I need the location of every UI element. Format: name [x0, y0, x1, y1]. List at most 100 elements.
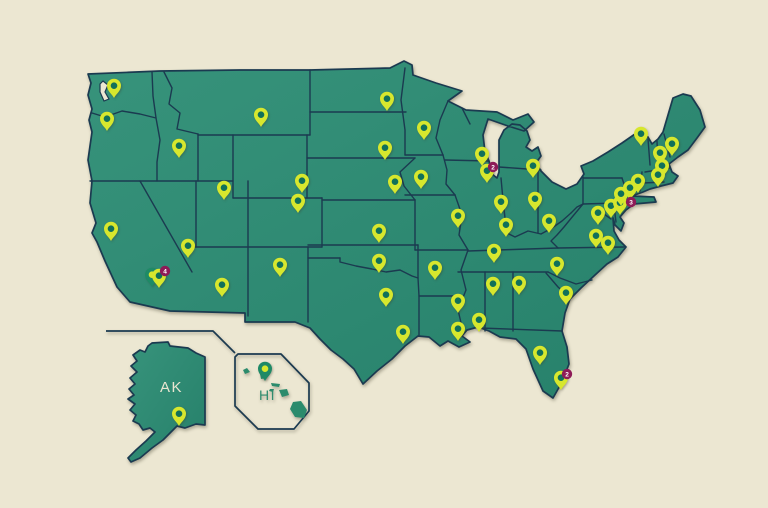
state-borders [89, 67, 671, 336]
location-pin[interactable] [273, 257, 287, 277]
pin-dot [637, 130, 645, 137]
location-pin[interactable] [172, 138, 186, 158]
pin-dot [454, 212, 462, 219]
location-pin[interactable] [100, 111, 114, 131]
pin-dot [617, 190, 625, 197]
pin-dot [634, 177, 642, 184]
location-pin[interactable] [414, 169, 428, 189]
pin-dot [294, 197, 302, 204]
location-pin[interactable] [499, 217, 513, 237]
location-pin[interactable] [591, 205, 605, 225]
location-pin[interactable] [451, 293, 465, 313]
pin-dot [536, 349, 544, 356]
pin-dot [175, 410, 183, 417]
location-pin[interactable] [653, 145, 667, 165]
pin-dot [545, 217, 553, 224]
badge-count: 3 [629, 199, 633, 206]
pin-dot [276, 261, 284, 268]
pin-dot [298, 177, 306, 184]
location-pin[interactable] [172, 406, 186, 426]
cluster-count-badge[interactable]: 2 [487, 161, 499, 173]
location-pin[interactable] [378, 140, 392, 160]
location-pin[interactable] [217, 180, 231, 200]
pin-dot [431, 264, 439, 271]
pin-dot [531, 195, 539, 202]
location-pin[interactable] [372, 253, 386, 273]
pin-dot [220, 184, 228, 191]
pin-dot [454, 297, 462, 304]
pin-dot [375, 227, 383, 234]
location-pin[interactable] [528, 191, 542, 211]
location-pin[interactable] [104, 221, 118, 241]
cluster-count-badge[interactable]: 2 [561, 368, 573, 380]
location-pin[interactable] [475, 146, 489, 166]
pin-dot [626, 184, 634, 191]
location-pin[interactable] [487, 243, 501, 263]
location-pin[interactable] [533, 345, 547, 365]
pins-layer [100, 78, 679, 426]
location-pin[interactable] [665, 136, 679, 156]
pin-dot [502, 221, 510, 228]
badges-layer: 2 3 4 2 [159, 161, 637, 380]
pin-dot [110, 82, 118, 89]
pin-dot [656, 149, 664, 156]
cluster-count-badge[interactable]: 3 [625, 196, 637, 208]
location-pin[interactable] [589, 228, 603, 248]
location-pin[interactable] [651, 167, 665, 187]
location-pin[interactable] [634, 126, 648, 146]
location-pin[interactable] [258, 361, 272, 381]
location-pin[interactable] [601, 235, 615, 255]
pin-dot [529, 162, 537, 169]
location-pin[interactable] [372, 223, 386, 243]
pin-dot [420, 124, 428, 131]
location-pin[interactable] [559, 285, 573, 305]
pin-dot [261, 365, 269, 372]
location-pin[interactable] [526, 158, 540, 178]
location-pin[interactable] [451, 321, 465, 341]
location-pin[interactable] [451, 208, 465, 228]
location-pin[interactable] [388, 174, 402, 194]
location-pin[interactable] [472, 312, 486, 332]
location-pin[interactable] [486, 276, 500, 296]
location-pin[interactable] [107, 78, 121, 98]
location-pin[interactable] [181, 238, 195, 258]
badge-count: 2 [491, 164, 495, 171]
pin-dot [417, 173, 425, 180]
location-pin[interactable] [396, 324, 410, 344]
location-pin[interactable] [623, 180, 637, 200]
location-pin[interactable] [152, 268, 166, 288]
location-pin[interactable] [295, 173, 309, 193]
pin-dot [604, 239, 612, 246]
location-pin[interactable] [379, 287, 393, 307]
location-pin[interactable] [512, 275, 526, 295]
location-pin[interactable] [631, 173, 645, 193]
location-pin[interactable] [417, 120, 431, 140]
pin-dot [155, 272, 163, 279]
pin-dot [658, 162, 666, 169]
location-pin[interactable] [604, 198, 618, 218]
location-pin[interactable] [291, 193, 305, 213]
pin-dot [175, 142, 183, 149]
pin-dot [383, 95, 391, 102]
location-pin[interactable] [655, 158, 669, 178]
cluster-count-badge[interactable]: 4 [159, 265, 171, 277]
location-pin[interactable] [380, 91, 394, 111]
location-pin[interactable] [550, 256, 564, 276]
location-pin[interactable] [494, 194, 508, 214]
land-layer: AK HI [87, 60, 706, 463]
pin-dot [515, 279, 523, 286]
pin-dot [257, 111, 265, 118]
pin-dot [107, 225, 115, 232]
pin-dot [391, 178, 399, 185]
hawaii-inset-box [234, 353, 310, 430]
hawaii-label: HI [259, 387, 276, 403]
location-pin[interactable] [428, 260, 442, 280]
pin-dot [562, 289, 570, 296]
pin-dot [654, 171, 662, 178]
location-pin[interactable] [254, 107, 268, 127]
location-pin[interactable] [542, 213, 556, 233]
pin-dot [399, 328, 407, 335]
location-pin[interactable] [614, 186, 628, 206]
location-pin[interactable] [215, 277, 229, 297]
